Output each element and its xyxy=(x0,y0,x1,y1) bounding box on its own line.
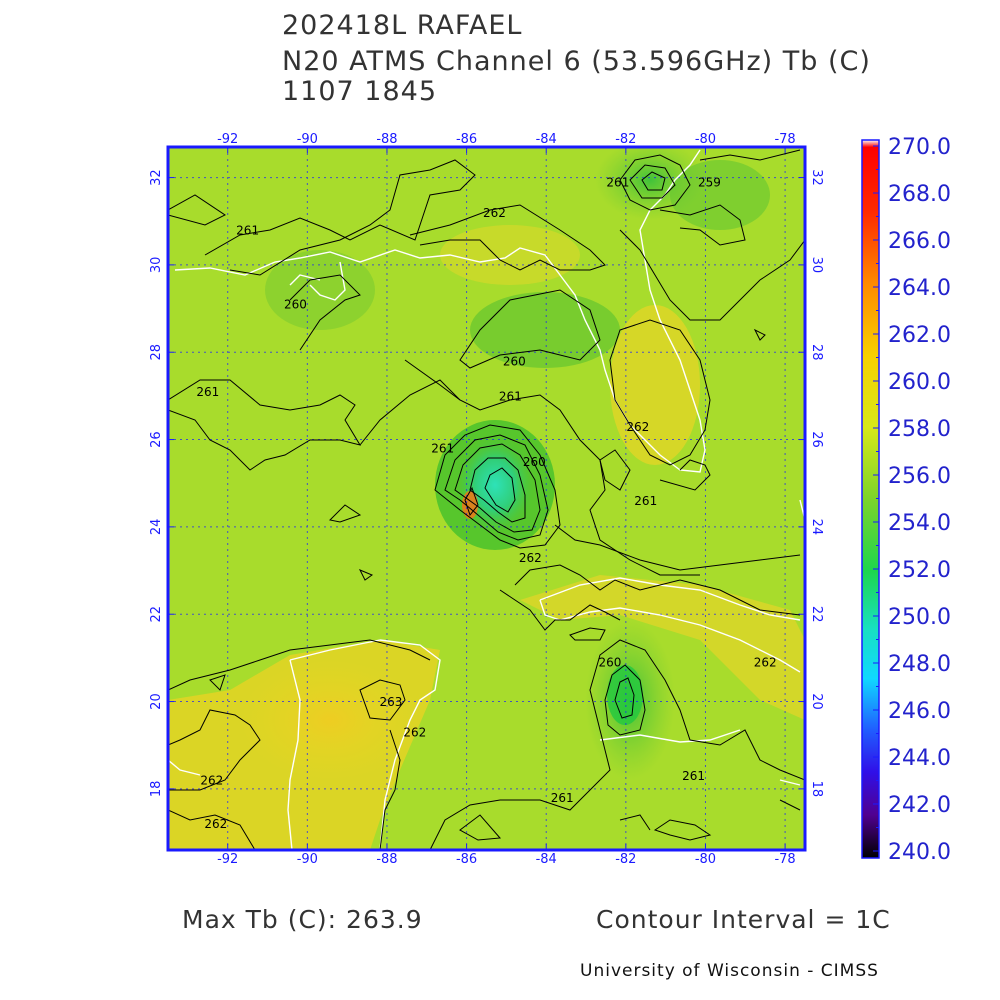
lat-lon-grid xyxy=(168,147,805,850)
lat-label-left: 32 xyxy=(149,169,164,186)
lon-label-bottom: -90 xyxy=(297,852,318,867)
lon-label-top: -92 xyxy=(217,132,238,147)
lat-label-right: 28 xyxy=(809,344,824,361)
colorbar-label: 250.0 xyxy=(888,605,951,630)
contour-lines xyxy=(168,149,805,850)
product-title: 202418L RAFAEL xyxy=(282,10,523,41)
colorbar-label: 268.0 xyxy=(888,182,951,207)
colorbar-label: 270.0 xyxy=(888,135,951,160)
contour-label: 261 xyxy=(682,769,705,783)
max-tb-label: Max Tb (C): 263.9 xyxy=(182,905,423,934)
datetime-title: 1107 1845 xyxy=(282,76,438,107)
lon-label-bottom: -82 xyxy=(615,852,636,867)
lat-label-right: 30 xyxy=(809,257,824,274)
colorbar-label: 242.0 xyxy=(888,793,951,818)
contour-label: 261 xyxy=(606,175,629,189)
lon-label-top: -90 xyxy=(297,132,318,147)
lon-label-top: -82 xyxy=(615,132,636,147)
colorbar-label: 248.0 xyxy=(888,652,951,677)
lat-label-left: 28 xyxy=(149,344,164,361)
contour-label: 261 xyxy=(236,223,259,237)
lat-label-right: 26 xyxy=(809,431,824,448)
contour-label: 259 xyxy=(698,175,721,189)
contour-labels: 261 262 261 259 260 260 261 261 262 261 260 261 262 2… xyxy=(196,175,776,831)
colorbar-label: 258.0 xyxy=(888,417,951,442)
contour-label: 261 xyxy=(634,494,657,508)
contour-label: 260 xyxy=(598,656,621,670)
lat-label-left: 30 xyxy=(149,257,164,274)
contour-label: 262 xyxy=(483,206,506,220)
lon-label-bottom: -88 xyxy=(376,852,397,867)
lon-label-bottom: -78 xyxy=(774,852,795,867)
lat-label-left: 22 xyxy=(149,606,164,623)
lat-label-right: 24 xyxy=(809,519,824,536)
map-frame xyxy=(166,145,807,852)
colorbar-ticks xyxy=(873,145,879,852)
lon-label-top: -84 xyxy=(536,132,557,147)
lon-label-top: -86 xyxy=(456,132,477,147)
lat-label-left: 18 xyxy=(149,781,164,798)
lat-label-left: 24 xyxy=(149,519,164,536)
colorbar-label: 246.0 xyxy=(888,699,951,724)
colorbar-label: 264.0 xyxy=(888,276,951,301)
colorbar-label: 240.0 xyxy=(888,840,951,865)
colorbar-label: 266.0 xyxy=(888,229,951,254)
contour-label: 262 xyxy=(204,817,227,831)
lon-label-bottom: -84 xyxy=(536,852,557,867)
lat-label-left: 26 xyxy=(149,431,164,448)
contour-label: 261 xyxy=(499,389,522,403)
axis-labels: -92 -92 -90 -90 -88 -88 -86 -86 -84 -84 -82 -82 -80 -… xyxy=(149,132,824,867)
colorbar-labels: 270.0 268.0 266.0 264.0 262.0 260.0 258.0 256.0… xyxy=(888,135,951,865)
colorbar-label: 254.0 xyxy=(888,511,951,536)
lat-label-right: 22 xyxy=(809,606,824,623)
contour-interval-label: Contour Interval = 1C xyxy=(596,905,891,934)
contour-label: 262 xyxy=(519,551,542,565)
contour-label: 260 xyxy=(523,455,546,469)
credit-label: University of Wisconsin - CIMSS xyxy=(580,961,879,981)
map-ticks xyxy=(168,147,805,850)
contour-label: 261 xyxy=(551,791,574,805)
channel-title: N20 ATMS Channel 6 (53.596GHz) Tb (C) xyxy=(282,46,871,77)
lat-label-left: 20 xyxy=(149,693,164,710)
contour-label: 260 xyxy=(284,298,307,312)
colorbar-label: 262.0 xyxy=(888,323,951,348)
lon-label-top: -80 xyxy=(695,132,716,147)
contour-label: 261 xyxy=(196,385,219,399)
lat-label-right: 32 xyxy=(809,169,824,186)
lat-label-right: 18 xyxy=(809,781,824,798)
contour-label: 263 xyxy=(379,695,402,709)
colorbar-label: 252.0 xyxy=(888,558,951,583)
lon-label-top: -88 xyxy=(376,132,397,147)
lon-label-bottom: -92 xyxy=(217,852,238,867)
contour-label: 262 xyxy=(626,420,649,434)
lon-label-bottom: -86 xyxy=(456,852,477,867)
colorbar-label: 244.0 xyxy=(888,746,951,771)
lon-label-top: -78 xyxy=(774,132,795,147)
temperature-field xyxy=(168,147,805,850)
colorbar-label: 256.0 xyxy=(888,464,951,489)
coastlines xyxy=(168,149,805,850)
contour-label: 260 xyxy=(503,354,526,368)
contour-label: 261 xyxy=(431,442,454,456)
colorbar-label: 260.0 xyxy=(888,370,951,395)
contour-label: 262 xyxy=(754,656,777,670)
contour-label: 262 xyxy=(403,725,426,739)
lon-label-bottom: -80 xyxy=(695,852,716,867)
lat-label-right: 20 xyxy=(809,693,824,710)
contour-label: 262 xyxy=(200,774,223,788)
